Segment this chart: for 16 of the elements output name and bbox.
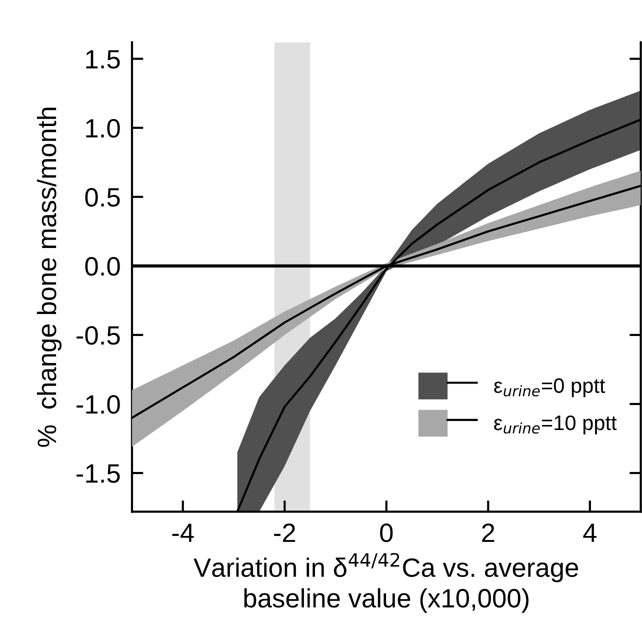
x-axis-title: Variation in δ$^{44/42}$Ca vs. average baseline value (x10,000)	[194, 552, 578, 613]
x-tick-label: 2	[482, 523, 494, 542]
x-tick-label: -2	[274, 523, 296, 542]
x-tick-label: -4	[172, 524, 194, 542]
legend-label: ε$_{urine}$=0 pptt	[494, 378, 606, 398]
y-axis-title: % change bone mass/month	[36, 108, 62, 447]
x-tick-label: 0	[380, 523, 393, 542]
y-tick-label: 0.0	[85, 257, 120, 276]
y-tick-label: 0.5	[85, 188, 120, 207]
legend-label: ε$_{urine}$=10 pptt	[494, 415, 617, 434]
y-tick-label: 1.5	[86, 50, 120, 69]
y-tick-label: 1.0	[86, 118, 120, 138]
y-tick-label: -0.5	[76, 326, 120, 345]
y-tick-label: -1.0	[76, 395, 120, 414]
x-tick-label: 4	[583, 524, 596, 542]
y-tick-label: -1.5	[76, 464, 120, 483]
